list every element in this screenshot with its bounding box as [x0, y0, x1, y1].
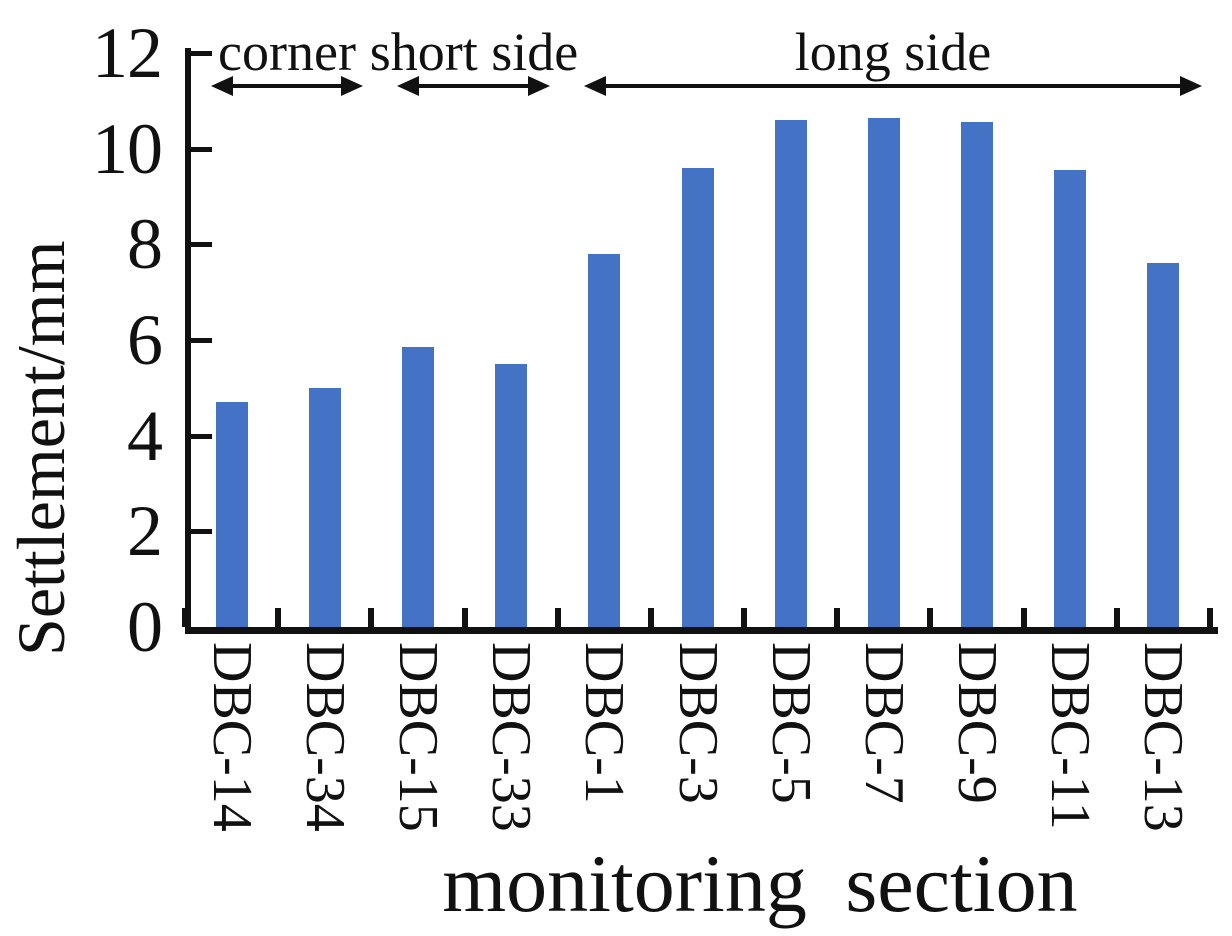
x-axis-line — [185, 627, 1218, 634]
annotation-arrow-left-head-2 — [584, 76, 606, 96]
bar-DBC-33 — [495, 364, 527, 627]
annotation-label-0: corner — [218, 22, 356, 82]
annotation-label-1: short side — [369, 22, 579, 82]
x-tick-label-DBC-1: DBC-1 — [573, 642, 635, 804]
x-tick-label-DBC-5: DBC-5 — [760, 642, 822, 804]
x-tick-label-DBC-9: DBC-9 — [946, 642, 1008, 804]
x-tick-label-DBC-33: DBC-33 — [480, 642, 542, 832]
x-tick-label-DBC-3: DBC-3 — [667, 642, 729, 804]
y-tick-label-2: 2 — [127, 491, 163, 571]
annotation-arrow-right-head-2 — [1180, 76, 1202, 96]
bar-DBC-1 — [588, 254, 620, 627]
bar-DBC-9 — [961, 122, 993, 627]
y-tick-label-8: 8 — [127, 204, 163, 284]
x-tick-boundary-8 — [927, 608, 933, 627]
bar-DBC-34 — [309, 388, 341, 627]
annotation-arrow-line-2 — [602, 84, 1184, 88]
bar-DBC-7 — [868, 118, 900, 627]
x-tick-boundary-7 — [834, 608, 840, 627]
x-tick-boundary-11 — [1207, 608, 1213, 627]
bar-DBC-11 — [1054, 170, 1086, 627]
annotation-arrow-line-1 — [415, 84, 532, 88]
y-tick-label-12: 12 — [92, 13, 163, 93]
x-tick-label-DBC-11: DBC-11 — [1039, 642, 1101, 830]
x-tick-boundary-5 — [648, 608, 654, 627]
x-tick-label-DBC-34: DBC-34 — [294, 642, 356, 832]
annotation-arrow-line-0 — [229, 84, 345, 88]
x-tick-label-DBC-15: DBC-15 — [387, 642, 449, 832]
x-tick-boundary-1 — [275, 608, 281, 627]
x-tick-boundary-4 — [555, 608, 561, 627]
x-tick-label-DBC-7: DBC-7 — [853, 642, 915, 804]
annotation-arrow-left-head-0 — [211, 76, 233, 96]
x-tick-boundary-3 — [462, 608, 468, 627]
x-tick-label-DBC-14: DBC-14 — [201, 642, 263, 832]
annotation-arrow-right-head-1 — [528, 76, 550, 96]
y-tick-8 — [191, 242, 212, 247]
x-tick-boundary-6 — [741, 608, 747, 627]
annotation-arrow-right-head-0 — [341, 76, 363, 96]
y-tick-label-4: 4 — [127, 396, 163, 476]
y-tick-label-10: 10 — [92, 109, 163, 189]
y-tick-2 — [191, 529, 212, 534]
x-axis-title: monitoring section — [442, 838, 1078, 929]
bar-DBC-3 — [682, 168, 714, 627]
bar-DBC-15 — [402, 347, 434, 627]
y-tick-6 — [191, 338, 212, 343]
y-tick-12 — [191, 51, 212, 56]
y-tick-4 — [191, 434, 212, 439]
bar-DBC-14 — [216, 402, 248, 627]
y-tick-10 — [191, 147, 212, 152]
x-tick-boundary-9 — [1021, 608, 1027, 627]
bar-DBC-13 — [1147, 263, 1179, 627]
y-tick-label-6: 6 — [127, 300, 163, 380]
x-tick-boundary-2 — [368, 608, 374, 627]
annotation-label-2: long side — [794, 22, 992, 82]
y-tick-label-0: 0 — [127, 587, 163, 667]
annotation-arrow-left-head-1 — [397, 76, 419, 96]
bar-DBC-5 — [775, 120, 807, 627]
x-tick-boundary-10 — [1114, 608, 1120, 627]
x-tick-boundary-0 — [182, 608, 188, 627]
x-tick-label-DBC-13: DBC-13 — [1132, 642, 1194, 832]
y-axis-line — [185, 48, 191, 634]
